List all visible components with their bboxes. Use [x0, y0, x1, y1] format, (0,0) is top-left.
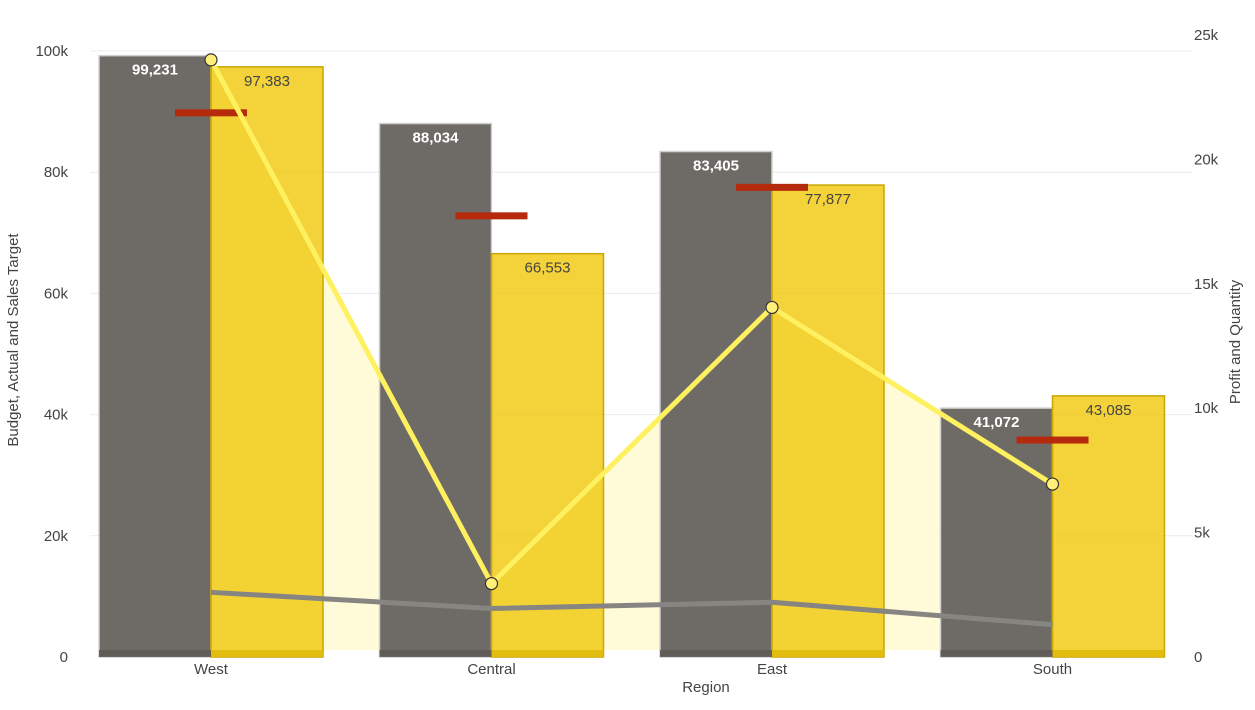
y-right-tick-label: 20k: [1194, 151, 1219, 168]
y-left-tick-label: 60k: [44, 285, 69, 302]
bar-base: [660, 650, 772, 657]
profit-marker: [204, 53, 218, 67]
x-tick-label: South: [1033, 661, 1072, 678]
y-right-tick-label: 10k: [1194, 400, 1219, 417]
lines: [204, 53, 1060, 628]
y-left-tick-label: 100k: [35, 43, 68, 60]
bars: [98, 54, 1166, 658]
target-marker: [175, 109, 247, 117]
budget-bar: [98, 54, 212, 658]
data-labels: 99,231 88,034 83,405 41,072 97,383 66,553 77,8…: [132, 62, 1131, 431]
target-marker: [455, 212, 528, 220]
budget-bar: [659, 150, 773, 658]
actual-bar: [771, 184, 885, 658]
quantity-line: [210, 589, 1053, 628]
budget-value-label: 88,034: [413, 130, 460, 147]
y-left-tick-label: 0: [60, 649, 68, 666]
x-tick-label: Central: [467, 661, 515, 678]
axes: 0 20k 40k 60k 80k 100k 0 5k 10k 15k 20k 25k West Cent…: [5, 27, 1244, 696]
actual-value-label: 77,877: [805, 191, 851, 208]
y-left-axis-title: Budget, Actual and Sales Target: [5, 233, 22, 447]
target-markers: [175, 109, 1089, 444]
y-right-tick-label: 15k: [1194, 276, 1219, 293]
bar-base: [99, 650, 211, 657]
y-right-tick-label: 5k: [1194, 525, 1210, 542]
actual-value-label: 66,553: [525, 260, 571, 277]
target-marker: [736, 183, 808, 191]
profit-marker: [1045, 477, 1060, 491]
x-axis-title: Region: [682, 679, 730, 696]
bar-base: [1052, 650, 1165, 657]
x-tick-label: West: [194, 661, 229, 678]
bar-base: [491, 650, 604, 657]
bar-base: [379, 650, 492, 657]
bar-base: [940, 650, 1053, 657]
actual-bar: [210, 66, 324, 658]
budget-value-label: 41,072: [974, 414, 1020, 431]
bar-base: [211, 650, 323, 657]
profit-area: [211, 59, 1053, 650]
target-marker: [1016, 436, 1089, 444]
line-area-fill: [211, 59, 1053, 650]
budget-value-label: 83,405: [693, 158, 739, 175]
x-tick-label: East: [757, 661, 788, 678]
actual-value-label: 43,085: [1086, 402, 1132, 419]
y-left-tick-label: 20k: [44, 528, 69, 545]
y-left-tick-label: 40k: [44, 407, 69, 424]
y-right-tick-label: 0: [1194, 649, 1202, 666]
bar-base: [772, 650, 884, 657]
y-right-tick-label: 25k: [1194, 27, 1219, 44]
budget-value-label: 99,231: [132, 62, 178, 79]
actual-value-label: 97,383: [244, 73, 290, 90]
profit-marker: [765, 300, 779, 315]
y-left-tick-label: 80k: [44, 164, 69, 181]
actual-bar: [490, 252, 605, 658]
actual-bar: [1051, 395, 1166, 658]
profit-line: [208, 58, 1054, 587]
profit-marker: [484, 577, 499, 591]
y-right-axis-title: Profit and Quantity: [1227, 279, 1244, 404]
budget-bar: [378, 122, 493, 658]
